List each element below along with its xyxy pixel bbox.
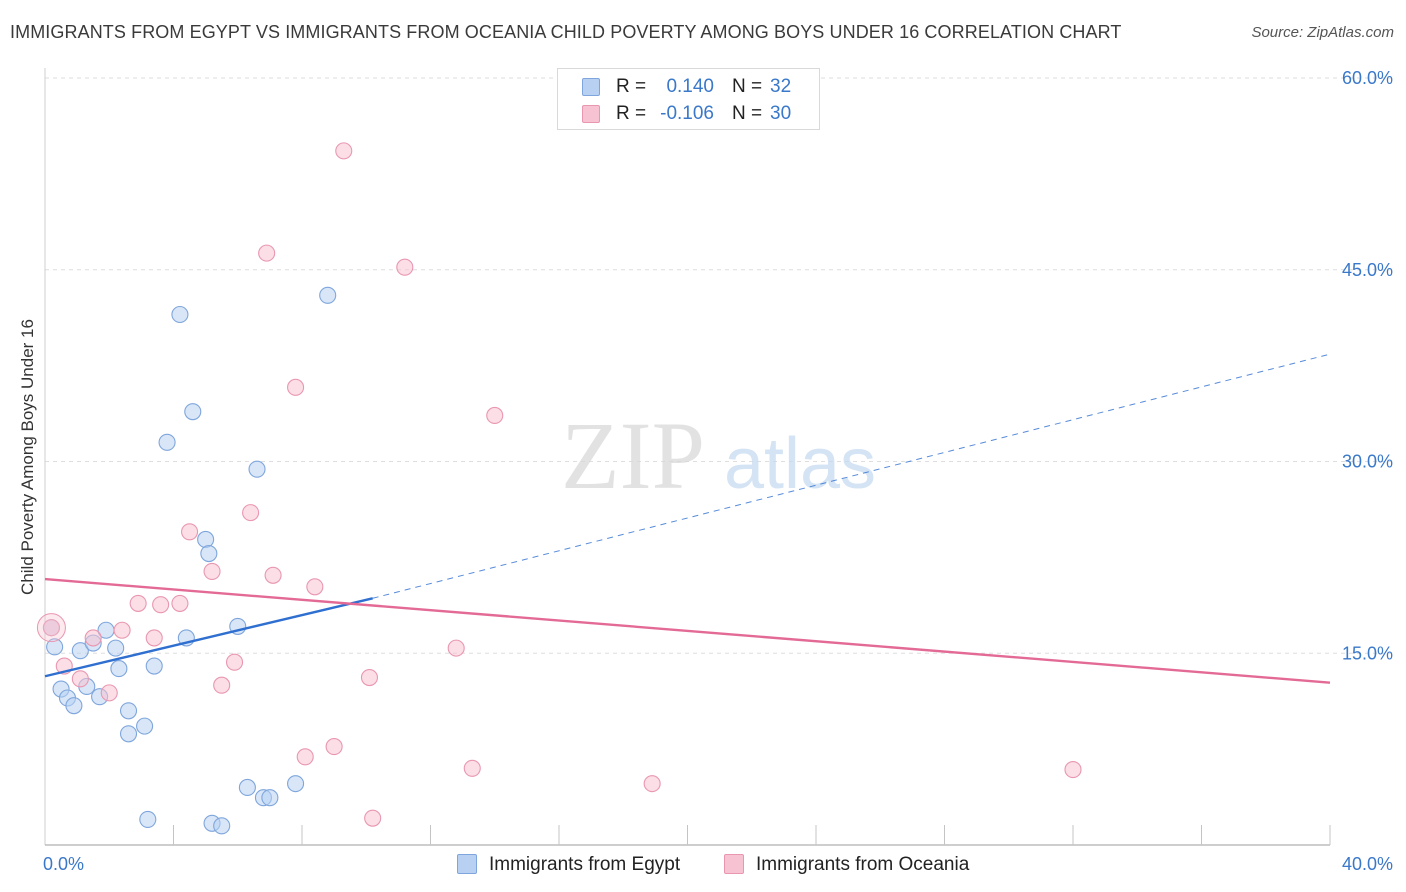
trend-line-oceania bbox=[44, 577, 1331, 684]
stats-row-oceania: R = -0.106 N = 30 bbox=[558, 100, 819, 128]
point-egypt-1 bbox=[46, 638, 64, 656]
point-oceania-21 bbox=[335, 142, 353, 160]
point-oceania-14 bbox=[242, 504, 260, 522]
legend: Immigrants from Egypt Immigrants from Oc… bbox=[0, 852, 1406, 878]
point-oceania-26 bbox=[463, 759, 481, 777]
point-egypt-29 bbox=[261, 789, 279, 807]
y-axis-label: Child Poverty Among Boys Under 16 bbox=[18, 319, 37, 595]
watermark-zip: ZIP bbox=[561, 402, 705, 509]
point-oceania-13 bbox=[225, 653, 244, 671]
point-oceania-17 bbox=[287, 378, 305, 396]
trend-line-egypt-extension bbox=[372, 353, 1331, 599]
stats-swatch-oceania bbox=[582, 105, 600, 123]
point-egypt-14 bbox=[136, 717, 154, 735]
point-egypt-13 bbox=[119, 725, 138, 743]
stats-r-label-oceania: R = bbox=[616, 103, 647, 124]
point-oceania-22 bbox=[360, 668, 379, 687]
stats-box: R = 0.140 N = 32 R = -0.106 N = 30 bbox=[557, 68, 820, 130]
point-oceania-7 bbox=[145, 629, 163, 647]
point-oceania-0 bbox=[42, 619, 60, 637]
point-oceania-24 bbox=[396, 258, 414, 276]
point-oceania-8 bbox=[152, 596, 170, 614]
legend-swatch-oceania bbox=[724, 854, 744, 874]
legend-label-oceania: Immigrants from Oceania bbox=[756, 854, 970, 875]
y-tick-label-30: 30.0% bbox=[1342, 452, 1393, 472]
point-oceania-10 bbox=[181, 523, 199, 541]
point-oceania-27 bbox=[486, 406, 504, 425]
stats-r-value-egypt: 0.140 bbox=[666, 76, 714, 97]
source-label: Source: ZipAtlas.com bbox=[1251, 24, 1394, 41]
point-oceania-18 bbox=[296, 748, 314, 766]
y-tick-label-60: 60.0% bbox=[1342, 68, 1393, 88]
point-oceania-15 bbox=[258, 244, 276, 262]
point-egypt-23 bbox=[200, 544, 218, 563]
point-oceania-16 bbox=[264, 566, 282, 584]
point-cluster-origin bbox=[36, 613, 66, 643]
point-egypt-12 bbox=[119, 702, 138, 720]
x-tick-label-40: 40.0% bbox=[1342, 854, 1393, 874]
point-oceania-9 bbox=[171, 594, 189, 612]
point-egypt-5 bbox=[71, 642, 89, 660]
stats-r-value-oceania: -0.106 bbox=[660, 103, 714, 124]
point-egypt-4 bbox=[65, 697, 83, 715]
stats-n-value-oceania: 30 bbox=[770, 103, 792, 124]
point-egypt-11 bbox=[110, 660, 128, 678]
point-egypt-27 bbox=[248, 460, 266, 478]
watermark-atlas: atlas bbox=[724, 424, 876, 504]
point-egypt-20 bbox=[184, 403, 202, 421]
point-egypt-16 bbox=[145, 657, 163, 675]
stats-swatch-egypt bbox=[582, 78, 600, 96]
point-egypt-18 bbox=[171, 305, 189, 324]
point-egypt-10 bbox=[107, 639, 125, 657]
point-oceania-19 bbox=[306, 578, 324, 596]
stats-n-value-egypt: 32 bbox=[770, 76, 792, 97]
y-tick-label-15: 15.0% bbox=[1342, 643, 1393, 663]
point-egypt-21 bbox=[197, 530, 215, 549]
point-egypt-30 bbox=[287, 775, 305, 793]
point-oceania-5 bbox=[113, 621, 131, 639]
y-tick-label-45: 45.0% bbox=[1342, 260, 1393, 280]
point-oceania-4 bbox=[100, 684, 118, 702]
stats-row-egypt: R = 0.140 N = 32 bbox=[558, 73, 819, 101]
legend-swatch-egypt bbox=[457, 854, 477, 874]
legend-label-egypt: Immigrants from Egypt bbox=[489, 854, 681, 875]
point-egypt-31 bbox=[319, 286, 337, 304]
point-egypt-17 bbox=[158, 433, 176, 451]
point-egypt-24 bbox=[213, 817, 231, 835]
point-oceania-25 bbox=[447, 639, 465, 657]
point-egypt-26 bbox=[238, 778, 256, 797]
point-egypt-15 bbox=[139, 810, 157, 828]
point-oceania-20 bbox=[325, 738, 343, 756]
point-oceania-6 bbox=[129, 594, 147, 612]
trend-line-egypt bbox=[44, 597, 373, 678]
point-oceania-11 bbox=[203, 562, 221, 580]
point-oceania-23 bbox=[364, 809, 382, 827]
point-oceania-2 bbox=[71, 670, 89, 688]
point-oceania-3 bbox=[84, 629, 102, 647]
stats-r-label-egypt: R = bbox=[616, 76, 647, 97]
stats-n-label-oceania: N = bbox=[732, 103, 763, 124]
stats-n-label-egypt: N = bbox=[732, 76, 763, 97]
chart-title: IMMIGRANTS FROM EGYPT VS IMMIGRANTS FROM… bbox=[10, 22, 1122, 42]
point-oceania-29 bbox=[1064, 761, 1082, 779]
x-tick-label-0: 0.0% bbox=[43, 854, 84, 874]
point-oceania-28 bbox=[643, 775, 661, 793]
point-oceania-12 bbox=[213, 676, 231, 694]
